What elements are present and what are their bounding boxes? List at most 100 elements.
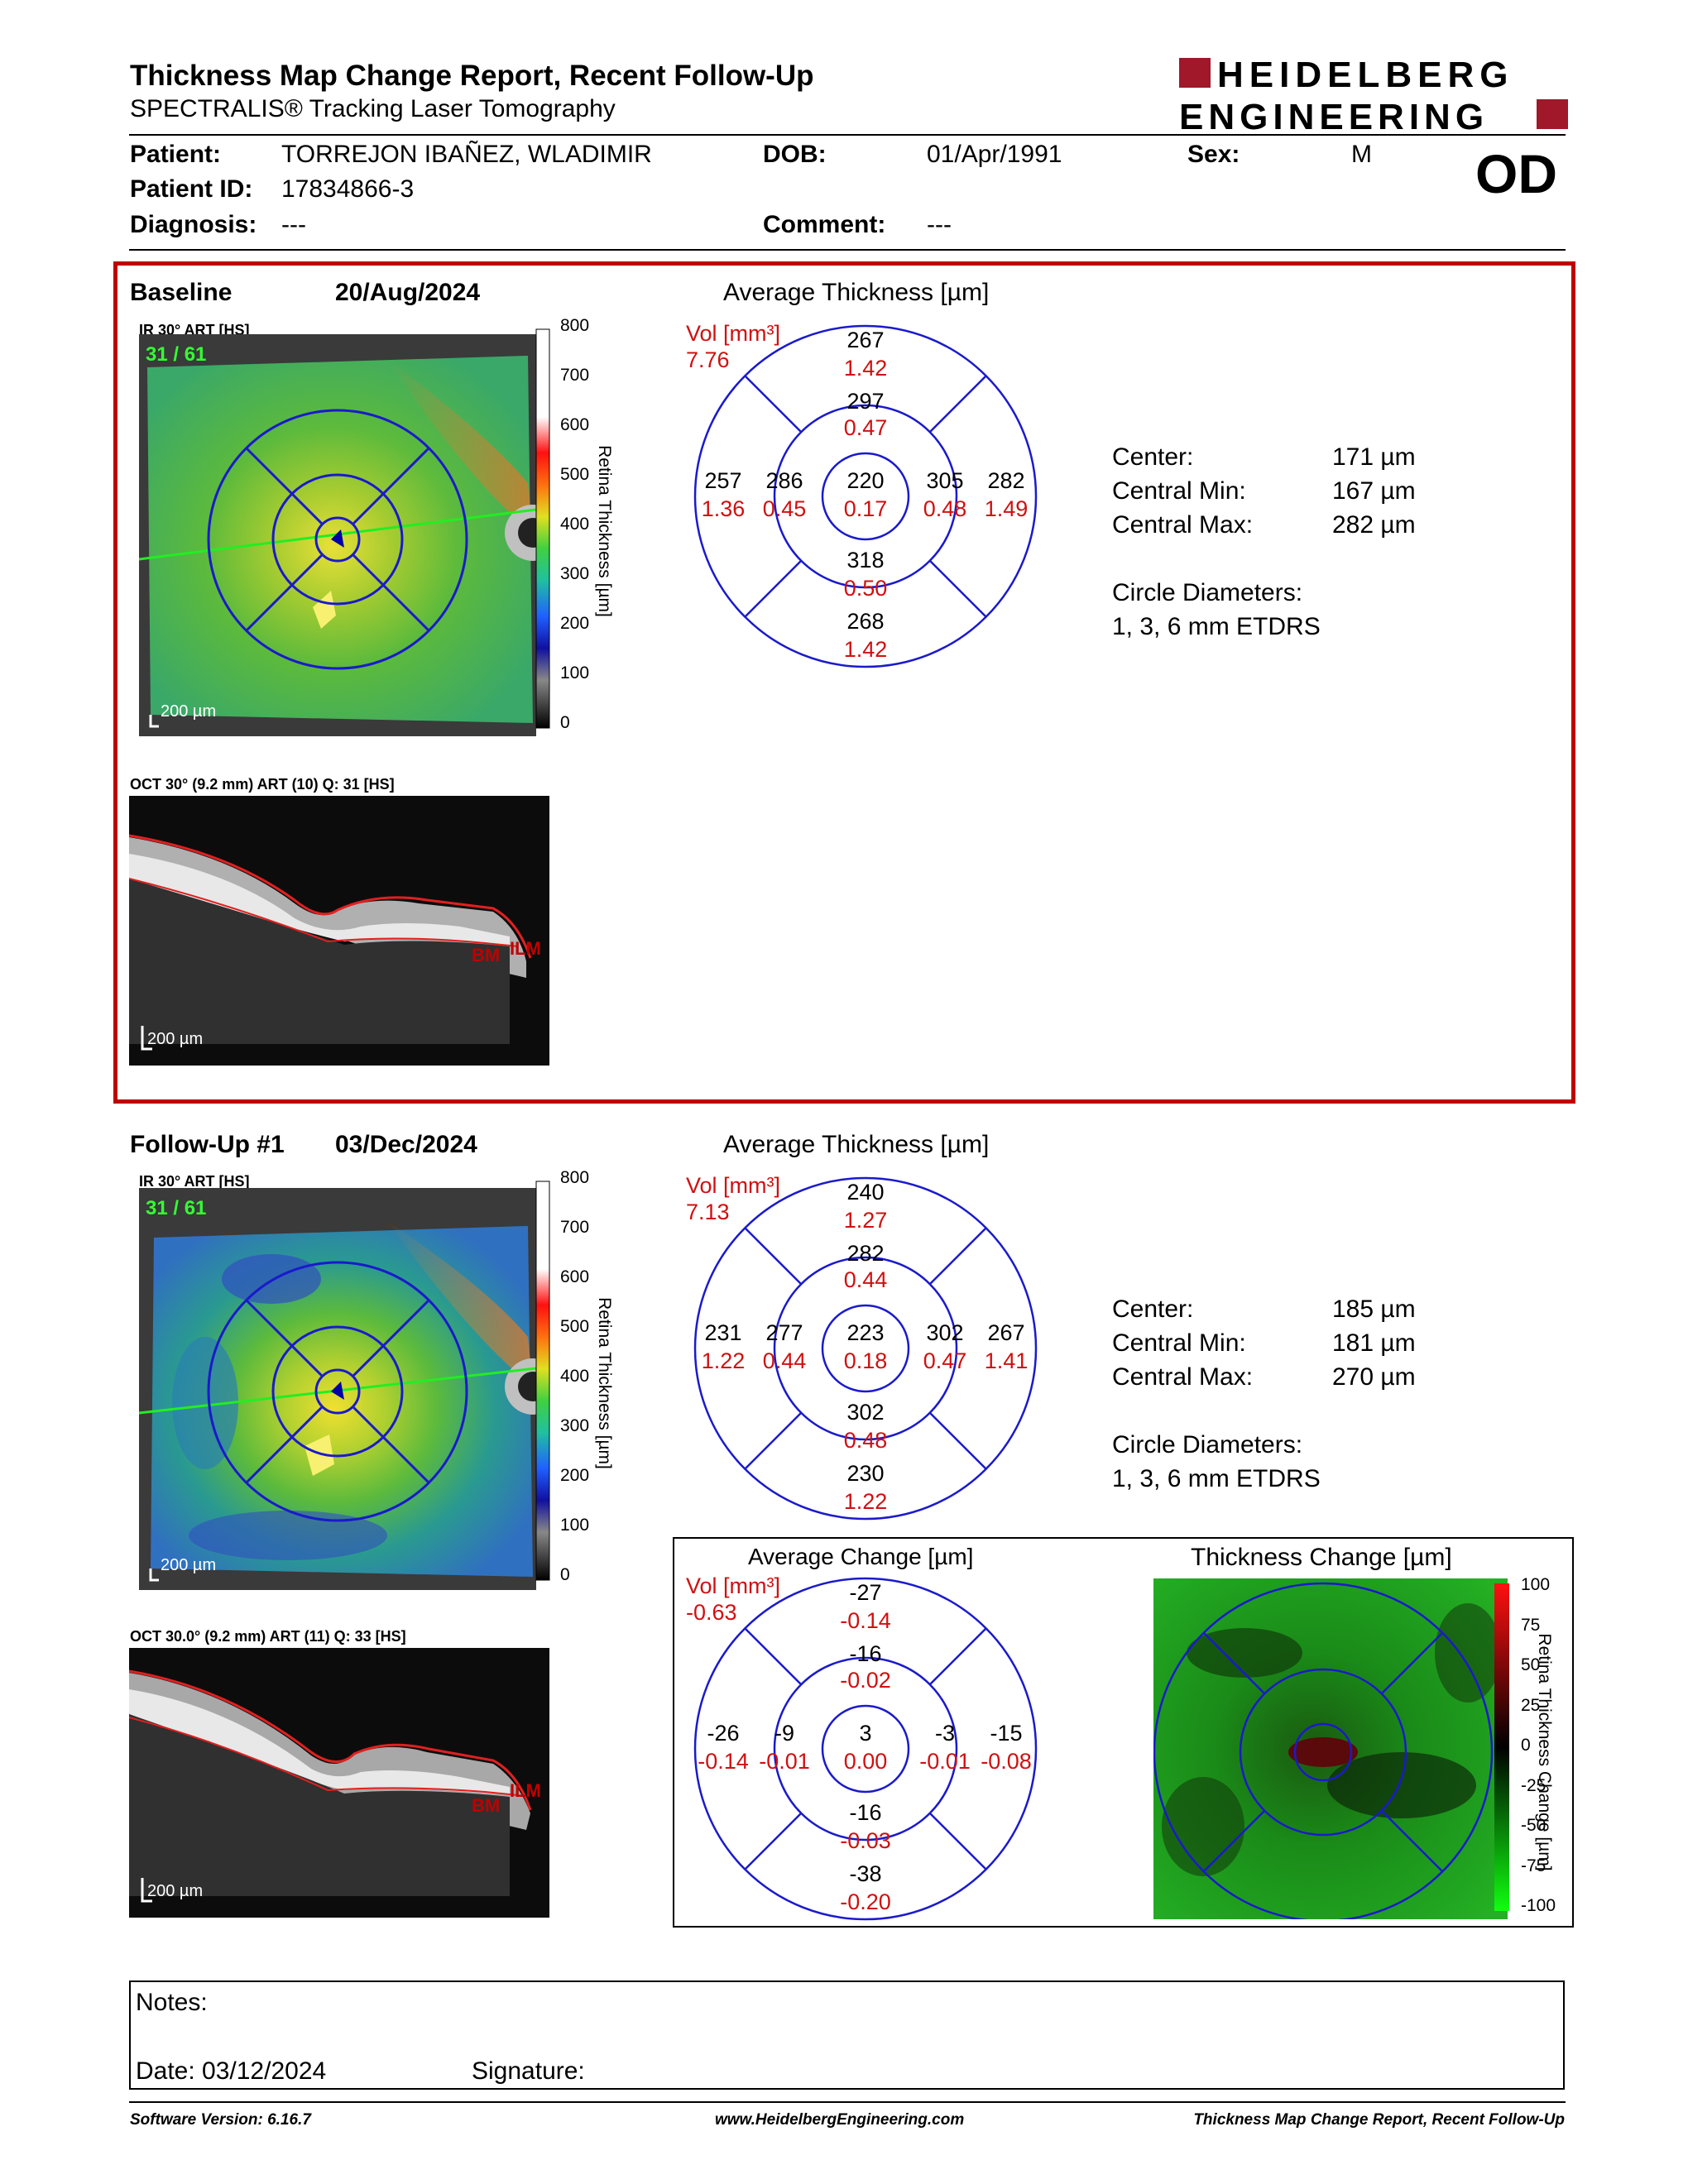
followup-label: Follow-Up #1 [130, 1131, 285, 1158]
baseline-ir-thickness-map: 31 / 61 200 µm [139, 334, 536, 736]
followup-colorbar-title: Retina Thickness [µm] [595, 1297, 614, 1469]
baseline-colorbar-tick: 600 [560, 415, 590, 434]
change-colorbar-tick: 75 [1521, 1616, 1541, 1635]
change-inner-bottom-thickness: -16 [849, 1800, 881, 1825]
baseline-min-label: Central Min: [1112, 477, 1246, 505]
change-inner-left-thickness: -9 [774, 1721, 794, 1746]
change-colorbar [1494, 1583, 1509, 1911]
comment-value: --- [927, 211, 952, 238]
followup-ir-thickness-map: 31 / 61 200 µm [139, 1188, 536, 1590]
followup-frame-counter: 31 / 61 [146, 1197, 206, 1219]
notes-date: Date: 03/12/2024 [136, 2057, 327, 2085]
baseline-ir-scale: 200 µm [161, 702, 216, 721]
followup-oct-label: OCT 30.0° (9.2 mm) ART (11) Q: 33 [HS] [130, 1628, 406, 1645]
baseline-colorbar-tick: 700 [560, 366, 590, 385]
baseline-center-label: Center: [1112, 443, 1194, 471]
followup-oct-bscan: BM ILM 200 µm [129, 1648, 549, 1918]
change-colorbar-tick: -25 [1521, 1776, 1547, 1795]
dob-value: 01/Apr/1991 [927, 141, 1062, 168]
followup-outer-top-volume: 1.27 [844, 1208, 888, 1233]
change-inner-bottom-volume: -0.03 [840, 1828, 891, 1853]
patient-id-label: Patient ID: [130, 175, 253, 203]
change-inner-top-volume: -0.02 [840, 1668, 891, 1693]
change-inner-right-thickness: -3 [935, 1721, 955, 1746]
change-center-thickness: 3 [859, 1721, 871, 1746]
footer-url[interactable]: www.HeidelbergEngineering.com [715, 2111, 965, 2129]
heidelberg-logo: HEIDELBERG ENGINEERING [1179, 56, 1568, 136]
change-colorbar-tick: -100 [1521, 1896, 1556, 1915]
baseline-label: Baseline [130, 279, 233, 306]
change-colorbar-tick: 0 [1521, 1736, 1531, 1755]
followup-inner-right-volume: 0.47 [923, 1348, 967, 1373]
signature-label[interactable]: Signature: [472, 2057, 585, 2085]
followup-inner-bottom-volume: 0.48 [844, 1428, 888, 1453]
dob-label: DOB: [763, 141, 827, 168]
baseline-max-label: Central Max: [1112, 511, 1254, 539]
followup-min-label: Central Min: [1112, 1329, 1246, 1357]
baseline-thickness-colorbar [535, 328, 550, 729]
baseline-min-value: 167 µm [1332, 477, 1416, 505]
change-inner-right-volume: -0.01 [919, 1749, 971, 1774]
patient-rule [129, 249, 1566, 251]
notes-box[interactable] [129, 1980, 1565, 2090]
followup-colorbar-tick: 500 [560, 1317, 590, 1336]
change-colorbar-tick: -75 [1521, 1856, 1547, 1875]
change-outer-bottom-volume: -0.20 [840, 1889, 891, 1914]
baseline-date: 20/Aug/2024 [335, 279, 481, 306]
followup-etdrs-grid: 240 1.27 282 0.44 231 1.22 277 0.44 223 … [693, 1176, 1038, 1521]
baseline-circle-value: 1, 3, 6 mm ETDRS [1112, 613, 1321, 640]
baseline-circle-label: Circle Diameters: [1112, 579, 1303, 606]
change-colorbar-tick: 50 [1521, 1655, 1541, 1674]
followup-colorbar-tick: 300 [560, 1416, 590, 1435]
change-colorbar-tick: -50 [1521, 1816, 1547, 1835]
baseline-inner-left-thickness: 286 [765, 468, 803, 493]
baseline-colorbar-tick: 300 [560, 564, 590, 583]
followup-outer-bottom-thickness: 230 [846, 1461, 884, 1486]
baseline-outer-bottom-thickness: 268 [846, 609, 884, 634]
baseline-inner-left-volume: 0.45 [763, 496, 807, 521]
patient-name: TORREJON IBAÑEZ, WLADIMIR [281, 141, 652, 168]
followup-bm-label: BM [472, 1795, 500, 1816]
baseline-outer-bottom-volume: 1.42 [844, 637, 888, 662]
followup-center-value: 185 µm [1332, 1296, 1416, 1323]
patient-id-value: 17834866-3 [281, 175, 415, 203]
change-colorbar-title: Retina Thickness Change [µm] [1535, 1633, 1554, 1871]
patient-label: Patient: [130, 141, 222, 168]
followup-circle-label: Circle Diameters: [1112, 1431, 1303, 1458]
followup-outer-right-volume: 1.41 [985, 1348, 1029, 1373]
baseline-colorbar-tick: 500 [560, 465, 590, 484]
followup-outer-left-thickness: 231 [704, 1320, 741, 1345]
change-inner-left-volume: -0.01 [759, 1749, 810, 1774]
followup-colorbar-tick: 800 [560, 1168, 590, 1187]
baseline-outer-top-thickness: 267 [846, 328, 884, 352]
baseline-inner-top-volume: 0.47 [844, 415, 888, 440]
svg-text:HEIDELBERG: HEIDELBERG [1217, 56, 1513, 95]
change-outer-left-volume: -0.14 [698, 1749, 749, 1774]
footer-rule [129, 2101, 1566, 2103]
change-colorbar-tick: 100 [1521, 1575, 1551, 1594]
change-outer-left-thickness: -26 [707, 1721, 739, 1746]
followup-colorbar-tick: 600 [560, 1267, 590, 1286]
baseline-etdrs-grid: 267 1.42 297 0.47 257 1.36 286 0.45 220 … [693, 324, 1038, 668]
baseline-oct-bscan: BM ILM 200 µm [129, 796, 549, 1066]
notes-label: Notes: [136, 1989, 208, 2016]
baseline-inner-bottom-volume: 0.50 [844, 576, 888, 601]
baseline-inner-top-thickness: 297 [846, 389, 884, 414]
baseline-outer-top-volume: 1.42 [844, 356, 888, 381]
change-outer-top-volume: -0.14 [840, 1608, 891, 1633]
report-title: Thickness Map Change Report, Recent Foll… [130, 60, 814, 92]
baseline-max-value: 282 µm [1332, 511, 1416, 539]
baseline-outer-left-volume: 1.36 [702, 496, 746, 521]
change-outer-right-volume: -0.08 [981, 1749, 1032, 1774]
change-frame [673, 1537, 1574, 1928]
followup-inner-left-thickness: 277 [765, 1320, 803, 1345]
change-vol-label: Vol [mm³] [686, 1573, 781, 1598]
baseline-vol-total: 7.76 [686, 347, 730, 372]
change-colorbar-tick: 25 [1521, 1696, 1541, 1715]
software-version: Software Version: 6.16.7 [130, 2111, 311, 2129]
baseline-outer-left-thickness: 257 [704, 468, 741, 493]
avg-change-title: Average Change [µm] [748, 1544, 974, 1569]
followup-outer-left-volume: 1.22 [702, 1348, 746, 1373]
baseline-oct-label: OCT 30° (9.2 mm) ART (10) Q: 31 [HS] [130, 776, 395, 793]
followup-colorbar-tick: 0 [560, 1565, 570, 1584]
